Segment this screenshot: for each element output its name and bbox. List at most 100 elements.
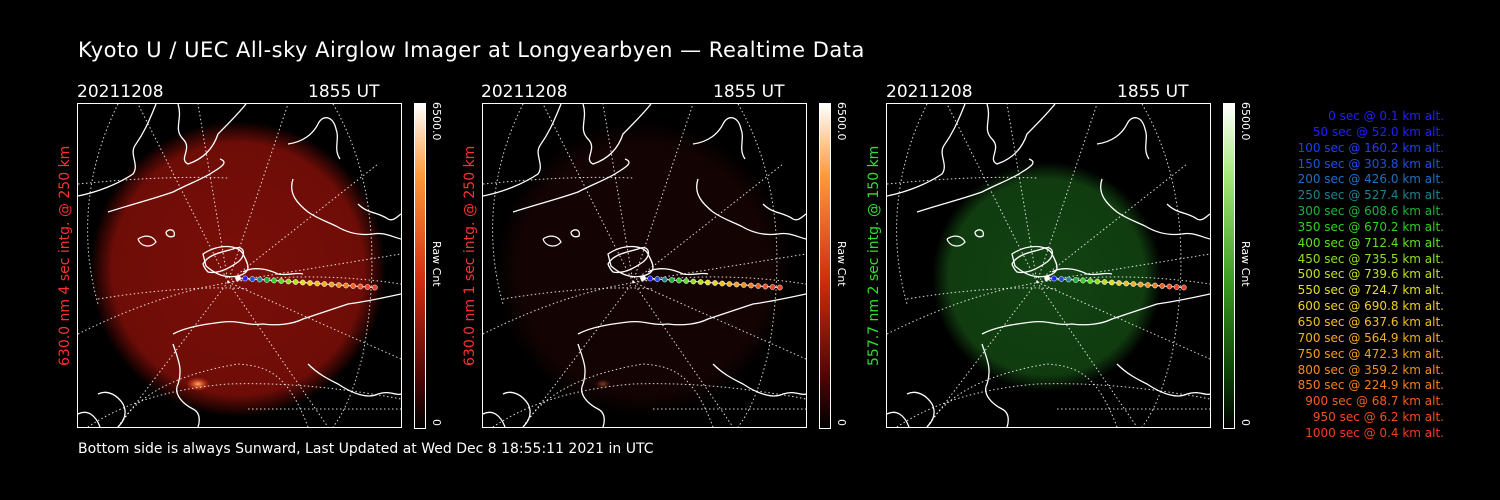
track-point (762, 283, 769, 290)
track-point (1159, 283, 1166, 289)
panel-3-date: 20211208 (886, 82, 973, 102)
track-point (1180, 284, 1187, 291)
track-point (676, 277, 682, 284)
page-title: Kyoto U / UEC All-sky Airglow Imager at … (78, 38, 865, 62)
track-point (1173, 284, 1180, 290)
panel-2-date: 20211208 (481, 82, 568, 102)
legend-entry: 50 sec @ 52.0 km alt. (1312, 124, 1444, 139)
legend-entry: 950 sec @ 6.2 km alt. (1312, 410, 1444, 425)
track-point (697, 279, 704, 285)
legend-entry: 150 sec @ 303.8 km alt. (1297, 156, 1444, 171)
track-point (328, 281, 335, 288)
panel-3-scale-unit: Raw Cnt (1239, 241, 1252, 287)
track-point (1130, 281, 1137, 287)
track-point (1166, 283, 1173, 290)
track-point (371, 284, 378, 291)
legend-entry: 350 sec @ 670.2 km alt. (1297, 219, 1444, 234)
track-point (1065, 276, 1072, 283)
track-point (1123, 280, 1130, 287)
track-point (364, 284, 371, 290)
track-point (776, 284, 783, 291)
panel-1-scale-unit: Raw Cnt (430, 241, 443, 287)
track-point (285, 278, 292, 285)
track-point (654, 276, 661, 282)
panel-3-time: 1855 UT (1117, 82, 1189, 102)
track-point (748, 282, 754, 289)
legend-entry: 850 sec @ 224.9 km alt. (1297, 378, 1444, 393)
panel-1-image (77, 103, 402, 428)
legend-entry: 650 sec @ 637.6 km alt. (1297, 314, 1444, 329)
track-point (271, 277, 277, 284)
track-point (769, 284, 776, 290)
legend-entry: 200 sec @ 426.0 km alt. (1297, 172, 1444, 187)
track-point (712, 280, 718, 286)
legend-entry: 500 sec @ 739.6 km alt. (1297, 267, 1444, 282)
panel-3-ylabel: 557.7 nm 2 sec intg. @ 150 km (866, 145, 882, 366)
track-point (350, 283, 357, 289)
legend-entry: 600 sec @ 690.8 km alt. (1297, 299, 1444, 314)
legend-entry: 300 sec @ 608.6 km alt. (1297, 204, 1444, 219)
track-point (1144, 282, 1151, 288)
track-point (704, 279, 711, 286)
track-point (661, 276, 668, 283)
track-point (690, 278, 697, 285)
track-point (242, 275, 249, 282)
track-point (1072, 277, 1079, 283)
legend-entry: 1000 sec @ 0.4 km alt. (1305, 425, 1444, 440)
track-point (1108, 279, 1115, 286)
track-point (278, 278, 285, 284)
legend-entry: 550 sec @ 724.7 km alt. (1297, 283, 1444, 298)
legend-entry: 900 sec @ 68.7 km alt. (1305, 394, 1444, 409)
panel-3-scale-min: 0 (1239, 419, 1252, 426)
track-point (335, 282, 342, 288)
legend-entry: 0 sec @ 0.1 km alt. (1328, 109, 1444, 123)
legend-entry: 800 sec @ 359.2 km alt. (1297, 362, 1444, 377)
track-point (1058, 276, 1065, 282)
track-point (683, 278, 690, 284)
legend-entry: 700 sec @ 564.9 km alt. (1297, 330, 1444, 345)
panel-2-ylabel: 630.0 nm 1 sec intg. @ 250 km (462, 145, 478, 366)
track-point (307, 280, 313, 286)
panel-3-colorbar (1223, 103, 1235, 429)
panel-2-map (483, 104, 806, 427)
track-point (1101, 279, 1108, 285)
track-point (357, 283, 364, 290)
track-point (647, 275, 654, 282)
track-point (235, 275, 241, 281)
panel-1-scale-max: 6500.0 (430, 102, 443, 141)
altitude-legend: 0 sec @ 0.1 km alt. 50 sec @ 52.0 km alt.… (1262, 109, 1444, 442)
panel-1-date: 20211208 (77, 82, 164, 102)
track-point (263, 277, 270, 283)
track-point (733, 281, 740, 288)
track-point (1116, 280, 1122, 286)
panel-2-image (482, 103, 807, 428)
panel-3-image (886, 103, 1211, 428)
legend-entry: 400 sec @ 712.4 km alt. (1297, 235, 1444, 250)
track-point (668, 277, 675, 283)
track-point (1044, 275, 1050, 281)
panel-1-time: 1855 UT (308, 82, 380, 102)
panel-2-scale-max: 6500.0 (835, 102, 848, 141)
panel-3-scale-max: 6500.0 (1239, 102, 1252, 141)
track-point (1051, 275, 1058, 282)
track-point (256, 276, 263, 283)
panel-2-scale-unit: Raw Cnt (835, 241, 848, 287)
legend-entry: 100 sec @ 160.2 km alt. (1297, 140, 1444, 155)
track-point (321, 281, 328, 287)
track-point (1080, 277, 1086, 284)
panel-2-time: 1855 UT (713, 82, 785, 102)
track-point (299, 279, 306, 286)
track-point (1152, 282, 1158, 289)
footer-status: Bottom side is always Sunward, Last Upda… (78, 441, 654, 457)
track-point (249, 276, 256, 282)
track-point (314, 280, 321, 287)
panel-1-scale-min: 0 (430, 419, 443, 426)
panel-2-colorbar (819, 103, 831, 429)
track-point (719, 280, 726, 287)
panel-1-colorbar (414, 103, 426, 429)
track-point (1094, 278, 1101, 285)
panel-3-map (887, 104, 1210, 427)
track-point (343, 282, 349, 289)
track-point (740, 282, 747, 288)
legend-entry: 750 sec @ 472.3 km alt. (1297, 346, 1444, 361)
